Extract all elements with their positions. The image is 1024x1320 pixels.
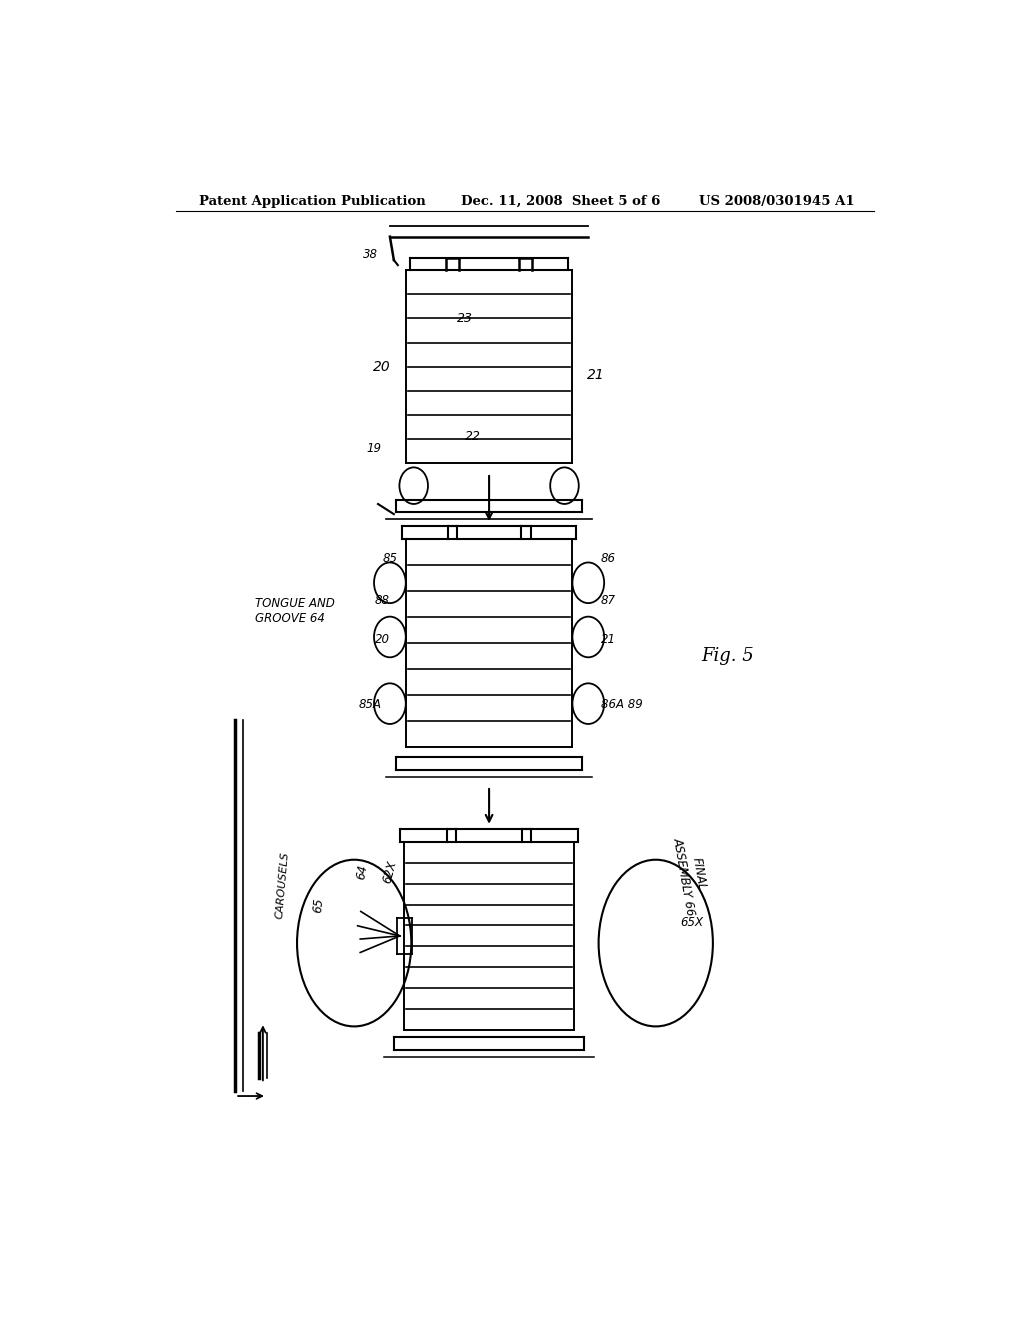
Text: 64: 64	[354, 863, 370, 880]
Text: 21: 21	[588, 368, 605, 381]
Text: 65: 65	[311, 898, 326, 913]
Text: 20: 20	[375, 632, 390, 645]
Text: 21: 21	[601, 632, 616, 645]
Text: 86A 89: 86A 89	[601, 698, 643, 710]
Text: 22: 22	[465, 430, 481, 444]
Text: 85: 85	[383, 552, 397, 565]
Text: 65X: 65X	[680, 916, 702, 929]
Text: TONGUE AND
GROOVE 64: TONGUE AND GROOVE 64	[255, 597, 335, 624]
Text: CAROUSELS: CAROUSELS	[274, 851, 291, 919]
Text: Patent Application Publication: Patent Application Publication	[200, 194, 426, 207]
Text: 38: 38	[362, 248, 378, 261]
Text: 62X: 62X	[381, 859, 399, 884]
Text: 87: 87	[601, 594, 616, 607]
Text: 20: 20	[373, 360, 391, 374]
Text: US 2008/0301945 A1: US 2008/0301945 A1	[699, 194, 855, 207]
Text: FINAL
ASSEMBLY 66: FINAL ASSEMBLY 66	[671, 833, 712, 916]
Text: Fig. 5: Fig. 5	[700, 647, 754, 665]
Text: 85A: 85A	[359, 698, 382, 710]
Text: 86: 86	[601, 552, 616, 565]
Text: 88: 88	[375, 594, 390, 607]
Text: 19: 19	[367, 442, 382, 454]
Text: 23: 23	[458, 313, 473, 326]
Text: Dec. 11, 2008  Sheet 5 of 6: Dec. 11, 2008 Sheet 5 of 6	[461, 194, 660, 207]
